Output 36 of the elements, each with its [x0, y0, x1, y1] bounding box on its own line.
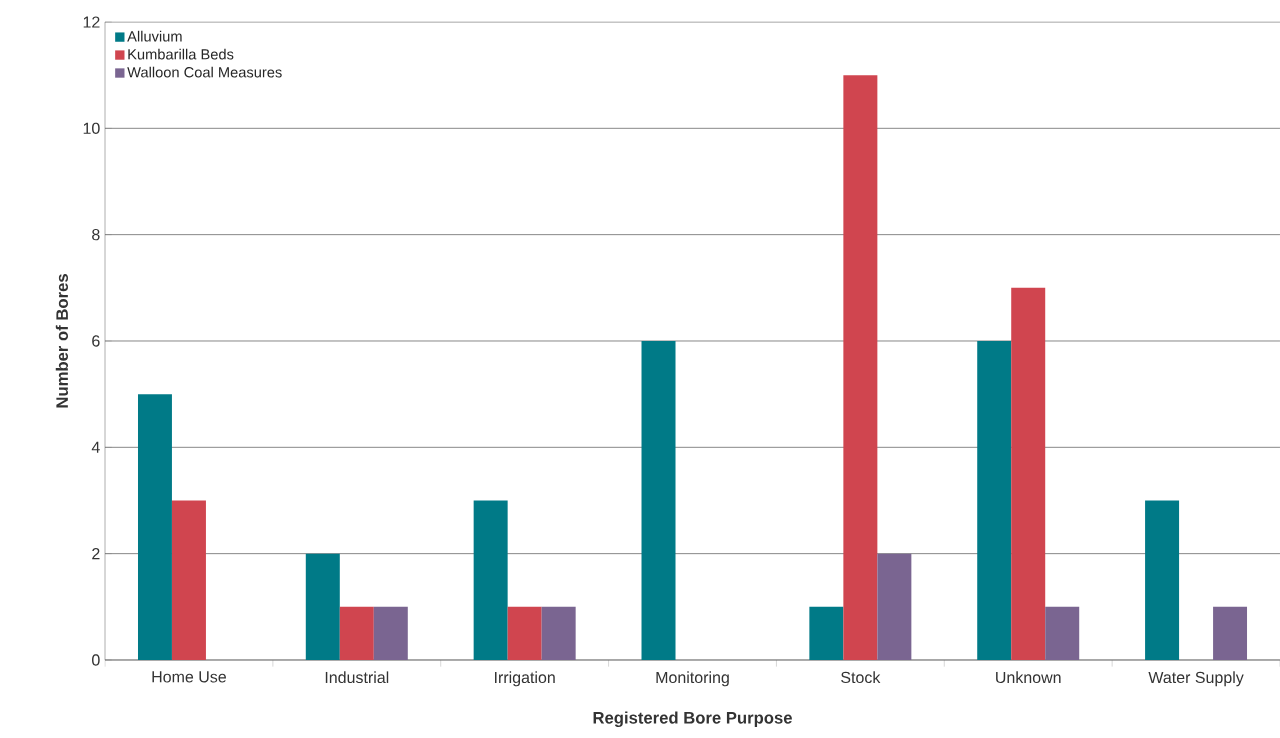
bar	[1011, 287, 1046, 660]
bar	[1045, 606, 1080, 660]
bar	[541, 606, 576, 660]
x-tick-label: Monitoring	[656, 671, 729, 687]
y-tick-label: 10	[83, 122, 100, 134]
bar	[171, 500, 206, 660]
legend-label: Kumbarilla Beds	[128, 48, 234, 60]
x-tick-label: Water Supply	[1148, 671, 1244, 687]
y-tick-label: 12	[83, 16, 100, 28]
y-axis-title: Number of Bores	[55, 274, 69, 408]
y-tick-label: 0	[92, 654, 100, 666]
x-axis-title: Registered Bore Purpose	[593, 711, 792, 728]
bar	[1213, 606, 1248, 660]
bar	[305, 553, 340, 660]
x-tick-label: Industrial	[325, 671, 389, 684]
bar	[507, 606, 542, 660]
bar	[809, 606, 844, 660]
x-tick-label: Irrigation	[495, 671, 555, 687]
x-tick-label: Unknown	[996, 671, 1061, 684]
bar	[339, 606, 374, 660]
y-tick-label: 2	[92, 548, 100, 560]
y-tick-label: 4	[91, 441, 100, 453]
y-tick-label: 8	[92, 229, 100, 241]
bar	[1145, 500, 1180, 660]
bar	[977, 340, 1012, 660]
x-tick-label: Home Use	[152, 671, 226, 683]
bar	[843, 75, 878, 660]
x-tick-label: Stock	[841, 671, 881, 684]
bar	[641, 340, 676, 660]
bar	[877, 553, 912, 660]
legend-label: Walloon Coal Measures	[127, 66, 282, 78]
y-tick-label: 6	[92, 335, 100, 347]
bar	[473, 500, 508, 660]
bar	[373, 606, 408, 660]
bar	[137, 394, 172, 660]
legend-label: Alluvium	[127, 30, 182, 42]
